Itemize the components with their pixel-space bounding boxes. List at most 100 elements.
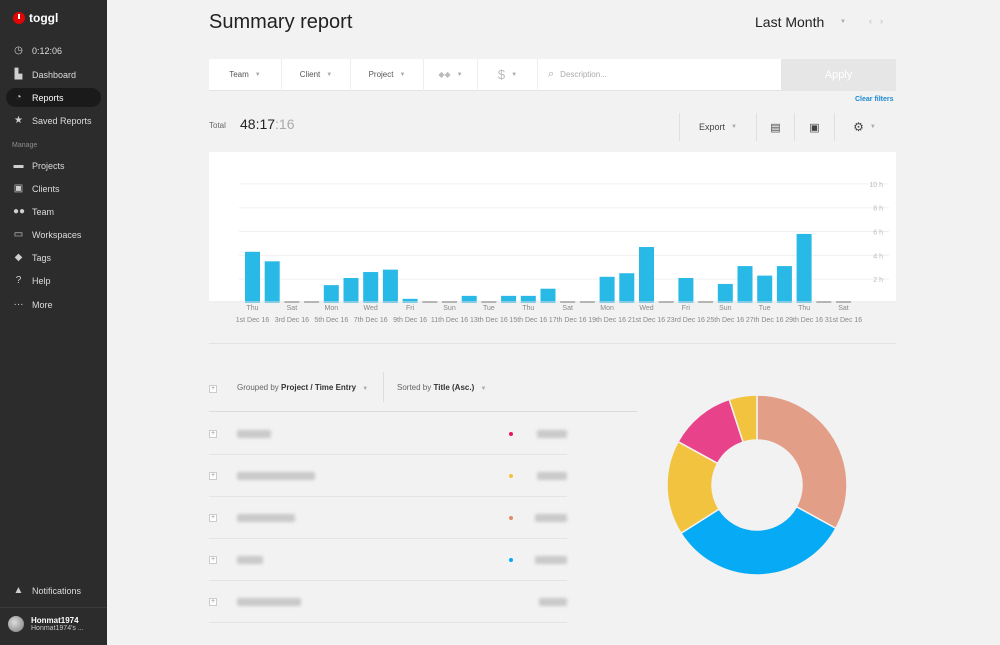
chart-bar[interactable] xyxy=(343,277,359,303)
project-filter[interactable]: Project ▼ xyxy=(351,58,424,91)
tags-icon: ◆◆ xyxy=(438,70,451,79)
grouped-by-selector[interactable]: Grouped by Project / Time Entry ▼ xyxy=(237,383,368,392)
table-row[interactable]: + xyxy=(209,581,567,623)
apply-button[interactable]: Apply xyxy=(781,59,896,91)
project-name xyxy=(237,514,295,522)
chart-bar[interactable] xyxy=(323,285,339,303)
chart-bar[interactable] xyxy=(757,275,773,303)
table-row[interactable]: + xyxy=(209,497,567,539)
expand-row-icon[interactable]: + xyxy=(209,598,217,606)
x-date-label: 1st Dec 16 xyxy=(235,317,270,324)
client-filter[interactable]: Client ▼ xyxy=(282,58,351,91)
header-divider xyxy=(383,372,384,402)
expand-row-icon[interactable]: + xyxy=(209,556,217,564)
chart-bar[interactable] xyxy=(520,295,536,303)
chevron-left-icon[interactable]: ‹ xyxy=(869,16,880,26)
x-date-label: 3rd Dec 16 xyxy=(274,317,310,324)
chart-bar[interactable] xyxy=(402,298,418,303)
x-day-label: Sat xyxy=(286,305,298,312)
chart-bar[interactable] xyxy=(245,251,260,303)
power-icon xyxy=(13,12,25,24)
tag-icon: ◆ xyxy=(14,252,23,263)
chart-bar[interactable] xyxy=(737,266,753,303)
briefcase-icon: ▭ xyxy=(13,229,24,240)
chart-bar[interactable] xyxy=(619,273,635,303)
x-date-label: 9th Dec 16 xyxy=(393,317,428,324)
table-row[interactable]: + xyxy=(209,455,567,497)
project-color-dot xyxy=(509,474,513,478)
sidebar-item-help[interactable]: ? Help xyxy=(6,271,101,290)
expand-row-icon[interactable]: + xyxy=(209,430,217,438)
chart-bar[interactable] xyxy=(776,266,792,303)
chevron-down-icon: ▼ xyxy=(480,386,487,392)
sidebar-divider xyxy=(0,607,107,608)
export-button[interactable]: Export ▼ xyxy=(679,113,756,141)
save-button[interactable]: ▣ xyxy=(794,113,834,141)
manage-section-label: Manage xyxy=(12,142,38,149)
x-date-label: 25th Dec 16 xyxy=(706,317,745,324)
chevron-down-icon[interactable]: ▼ xyxy=(840,19,846,25)
donut-segment[interactable] xyxy=(756,394,848,530)
period-nav-arrows[interactable]: ‹› xyxy=(869,16,891,26)
user-profile[interactable]: Honmat1974 Honmat1974's ... xyxy=(8,616,84,632)
team-icon: ●● xyxy=(13,206,26,217)
sidebar-item-more[interactable]: ··· More xyxy=(6,295,101,314)
sidebar: toggl ◷ 0:12:06 ▙ Dashboard ◔ Reports ★ … xyxy=(0,0,107,645)
team-filter[interactable]: Team ▼ xyxy=(209,58,282,91)
chart-bar[interactable] xyxy=(264,261,280,303)
chart-bar[interactable] xyxy=(639,247,654,303)
sidebar-item-tags[interactable]: ◆ Tags xyxy=(6,248,101,267)
chart-bar[interactable] xyxy=(599,276,615,303)
x-date-label: 21st Dec 16 xyxy=(627,317,666,324)
expand-all-icon[interactable]: + xyxy=(209,385,217,393)
description-input[interactable]: Description... xyxy=(560,70,607,79)
sidebar-item-notifications[interactable]: ▲ Notifications xyxy=(6,581,101,600)
chart-bar[interactable] xyxy=(501,295,517,303)
table-row[interactable]: + xyxy=(209,539,567,581)
print-button[interactable]: ▤ xyxy=(756,113,794,141)
sorted-by-selector[interactable]: Sorted by Title (Asc.) ▼ xyxy=(397,383,486,392)
sidebar-item-label: Dashboard xyxy=(32,69,77,80)
chart-bar[interactable] xyxy=(540,288,556,303)
description-search[interactable]: ⌕ Description... xyxy=(538,68,607,81)
sidebar-item-team[interactable]: ●● Team xyxy=(6,202,101,221)
bell-icon: ▲ xyxy=(13,585,24,596)
chart-bar[interactable] xyxy=(382,269,398,303)
timer[interactable]: ◷ 0:12:06 xyxy=(6,41,101,60)
sidebar-item-projects[interactable]: ▬ Projects xyxy=(6,156,101,175)
x-day-label: Wed xyxy=(363,305,378,312)
expand-row-icon[interactable]: + xyxy=(209,472,217,480)
table-row[interactable]: + xyxy=(209,413,567,455)
donut-segment[interactable] xyxy=(728,394,758,444)
sidebar-item-clients[interactable]: ▣ Clients xyxy=(6,179,101,198)
chart-bar[interactable] xyxy=(461,295,477,303)
chevron-right-icon[interactable]: › xyxy=(880,16,891,26)
chart-bar[interactable] xyxy=(678,277,694,303)
billable-filter[interactable]: $ ▼ xyxy=(478,58,538,91)
expand-row-icon[interactable]: + xyxy=(209,514,217,522)
chart-bar[interactable] xyxy=(796,233,812,303)
donut-segment[interactable] xyxy=(679,505,837,576)
chevron-down-icon: ▼ xyxy=(326,71,333,78)
sidebar-item-reports[interactable]: ◔ Reports xyxy=(6,88,101,107)
x-day-label: Sun xyxy=(443,305,456,312)
chevron-down-icon: ▼ xyxy=(399,71,406,78)
settings-button[interactable]: ⚙ ▼ xyxy=(834,113,894,141)
sidebar-item-workspaces[interactable]: ▭ Workspaces xyxy=(6,225,101,244)
x-date-label: 11th Dec 16 xyxy=(430,317,469,324)
toggl-logo[interactable]: toggl xyxy=(13,11,58,25)
chart-bar[interactable] xyxy=(363,272,379,303)
sidebar-item-dashboard[interactable]: ▙ Dashboard xyxy=(6,65,101,84)
clear-filters-link[interactable]: Clear filters xyxy=(855,96,894,103)
x-day-label: Fri xyxy=(681,305,690,312)
x-date-label: 5th Dec 16 xyxy=(314,317,349,324)
period-selector[interactable]: Last Month xyxy=(755,14,825,30)
x-date-label: 29th Dec 16 xyxy=(785,317,823,324)
chart-bar[interactable] xyxy=(717,283,733,303)
x-date-label: 27th Dec 16 xyxy=(745,317,784,324)
user-name: Honmat1974 xyxy=(31,616,79,625)
x-day-label: Thu xyxy=(522,305,535,312)
sidebar-item-saved-reports[interactable]: ★ Saved Reports xyxy=(6,111,101,130)
total-label: Total xyxy=(209,121,226,130)
tag-filter[interactable]: ◆◆ ▼ xyxy=(424,58,478,91)
